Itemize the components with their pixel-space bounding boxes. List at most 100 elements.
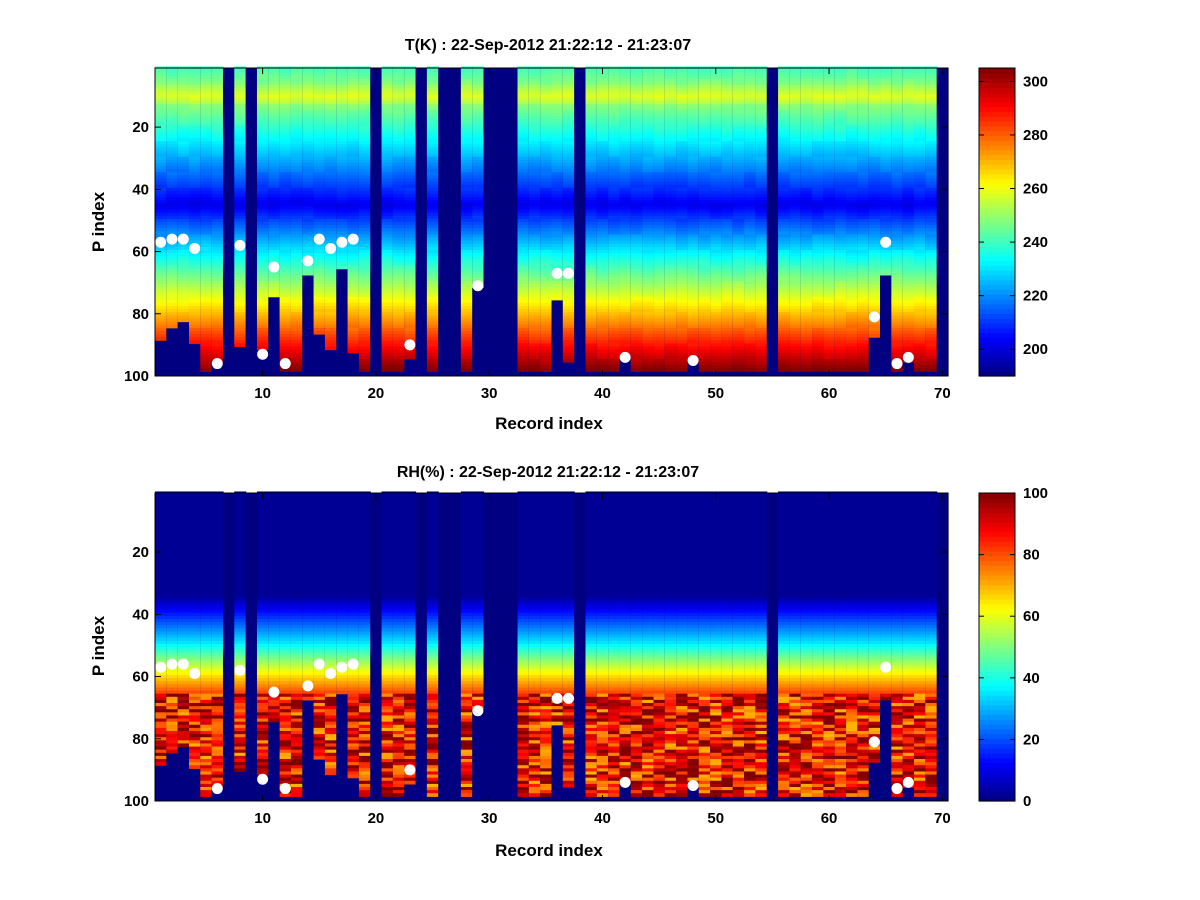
heat-cell [404, 218, 417, 223]
heat-cell [200, 337, 213, 341]
heat-cell [302, 113, 315, 117]
heat-cell [177, 94, 190, 99]
heat-cell [234, 75, 247, 80]
heat-cell [789, 222, 802, 226]
heat-cell [857, 287, 870, 292]
heat-cell [551, 194, 564, 198]
heat-cell [676, 231, 689, 236]
heat-cell [211, 225, 224, 229]
heat-cell [358, 91, 371, 96]
heat-cell [404, 172, 417, 176]
heat-cell [630, 169, 643, 173]
heat-cell [710, 138, 723, 142]
heat-cell [778, 156, 790, 161]
heat-cell [710, 222, 723, 226]
heat-cell [200, 91, 213, 96]
heat-cell [823, 166, 836, 170]
heat-cell [392, 209, 405, 214]
heat-cell [426, 166, 439, 170]
heat-cell [551, 85, 564, 89]
heat-cell [234, 110, 247, 114]
heat-cell [619, 134, 632, 139]
heat-cell [551, 91, 564, 96]
heat-cell [302, 122, 315, 127]
heat-cell [188, 231, 201, 236]
heat-cell [732, 94, 745, 99]
heat-cell [268, 166, 281, 170]
heat-cell [710, 321, 723, 326]
heat-cell [313, 327, 326, 332]
heat-cell [279, 187, 292, 192]
heat-cell [630, 296, 643, 301]
heat-cell [778, 141, 790, 145]
heat-cell [732, 274, 745, 279]
heat-cell [290, 293, 303, 298]
heat-cell [596, 110, 609, 114]
heat-cell [562, 78, 575, 83]
heat-cell [687, 203, 700, 208]
heat-cell [177, 78, 190, 83]
heat-cell [630, 250, 643, 254]
heat-cell [426, 178, 439, 183]
heat-cell [778, 187, 790, 192]
heat-cell [166, 181, 179, 186]
heat-cell [517, 100, 530, 105]
heat-cell [200, 144, 213, 148]
heat-cell [381, 281, 394, 285]
heat-cell [517, 166, 530, 170]
heat-cell [721, 222, 734, 226]
heat-cell [324, 253, 337, 257]
heat-cell [698, 349, 711, 354]
heat-cell [381, 141, 394, 145]
heat-cell [313, 321, 326, 326]
heat-cell [744, 181, 757, 186]
heat-cell [404, 122, 417, 127]
heat-cell [494, 68, 507, 376]
heat-cell [347, 128, 360, 133]
heat-cell [336, 75, 349, 80]
heat-cell [155, 256, 167, 260]
heat-cell [302, 178, 315, 183]
heat-cell [585, 306, 598, 310]
heat-cell [630, 262, 643, 267]
heat-cell [732, 321, 745, 326]
heat-cell [608, 246, 621, 251]
heat-cell [404, 215, 417, 220]
heat-cell [687, 346, 700, 351]
heat-cell [404, 278, 417, 282]
heat-cell [778, 302, 790, 307]
heat-cell [472, 166, 485, 170]
heat-cell [279, 113, 292, 117]
heat-cell [166, 194, 179, 198]
heat-cell [177, 209, 190, 214]
heat-cell [358, 156, 371, 161]
heat-cell [585, 299, 598, 304]
heat-cell [868, 82, 881, 86]
heat-cell [642, 88, 655, 92]
heat-cell [778, 184, 790, 189]
heat-cell [313, 125, 326, 130]
heat-cell [166, 159, 179, 164]
heat-cell [290, 250, 303, 254]
heat-cell [279, 128, 292, 133]
heat-cell [846, 340, 858, 344]
heat-cell [664, 169, 677, 173]
heat-cell [562, 296, 575, 301]
heat-cell [528, 234, 541, 239]
heat-cell [256, 169, 269, 173]
heat-cell [812, 337, 824, 341]
heat-cell [166, 69, 179, 74]
heat-cell [789, 306, 802, 310]
heat-cell [608, 200, 621, 204]
heat-cell [846, 312, 858, 316]
heat-cell [846, 194, 858, 198]
heat-cell [381, 368, 394, 372]
heat-cell [347, 178, 360, 183]
heat-cell [528, 94, 541, 99]
heat-cell [857, 284, 870, 288]
heat-cell [358, 203, 371, 208]
heat-cell [676, 125, 689, 130]
heat-cell [868, 240, 881, 245]
heat-cell [698, 128, 711, 133]
heat-cell [585, 203, 598, 208]
